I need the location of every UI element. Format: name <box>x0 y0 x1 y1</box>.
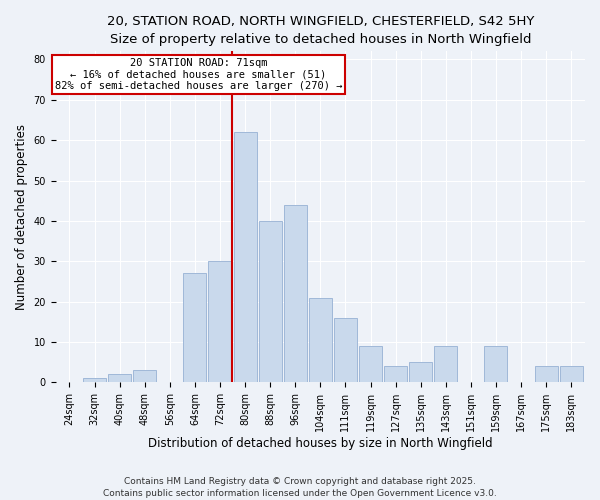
Bar <box>233 132 257 382</box>
Bar <box>535 366 557 382</box>
Y-axis label: Number of detached properties: Number of detached properties <box>15 124 28 310</box>
Bar <box>284 204 307 382</box>
Bar <box>259 221 281 382</box>
Bar <box>309 298 332 382</box>
Title: 20, STATION ROAD, NORTH WINGFIELD, CHESTERFIELD, S42 5HY
Size of property relati: 20, STATION ROAD, NORTH WINGFIELD, CHEST… <box>107 15 534 46</box>
Bar <box>434 346 457 383</box>
Bar <box>133 370 156 382</box>
Bar <box>83 378 106 382</box>
X-axis label: Distribution of detached houses by size in North Wingfield: Distribution of detached houses by size … <box>148 437 493 450</box>
Bar <box>208 261 232 382</box>
Bar <box>560 366 583 382</box>
Bar <box>359 346 382 383</box>
Bar <box>108 374 131 382</box>
Bar <box>409 362 432 382</box>
Text: 20 STATION ROAD: 71sqm
← 16% of detached houses are smaller (51)
82% of semi-det: 20 STATION ROAD: 71sqm ← 16% of detached… <box>55 58 343 91</box>
Bar <box>334 318 357 382</box>
Bar <box>484 346 508 383</box>
Text: Contains HM Land Registry data © Crown copyright and database right 2025.
Contai: Contains HM Land Registry data © Crown c… <box>103 476 497 498</box>
Bar <box>184 274 206 382</box>
Bar <box>384 366 407 382</box>
